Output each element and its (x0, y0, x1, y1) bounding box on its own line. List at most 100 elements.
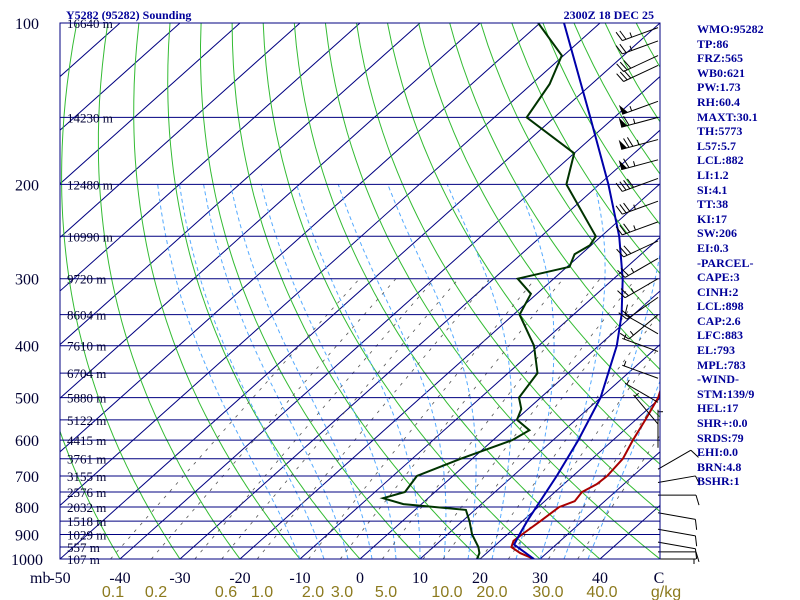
index-item: EL:793 (697, 343, 736, 358)
wind-barb-feather (624, 304, 628, 315)
wind-barb-staff (622, 100, 659, 115)
wind-barb-feather (615, 182, 623, 192)
wind-barb-staff (624, 258, 659, 278)
height-label: 6704 m (67, 366, 106, 381)
wind-barb-feather (620, 288, 629, 297)
index-item: -PARCEL- (697, 255, 754, 270)
wind-barb-feather (619, 61, 628, 71)
height-label: 12480 m (67, 177, 113, 192)
wind-barb-feather (623, 116, 630, 126)
index-item: SI:4.1 (697, 182, 728, 197)
index-item: PW:1.73 (697, 80, 741, 95)
temperature-tick-label: -40 (109, 570, 130, 587)
wind-barb-feather (695, 494, 700, 506)
height-label: 3761 m (67, 452, 106, 467)
wind-barb-half-feather (626, 379, 630, 385)
wind-barb-half-feather (630, 267, 635, 273)
wind-barb-feather (616, 248, 624, 258)
index-item: SHR+:0.0 (697, 416, 748, 431)
mixing-ratio-label: 0.1 (102, 584, 124, 600)
wind-barb-half-feather (629, 32, 633, 38)
wind-barb-feather (617, 290, 626, 299)
index-item: STM:139/9 (697, 386, 755, 401)
wind-barb-staff (622, 200, 659, 215)
mixing-ratio-line (442, 278, 654, 559)
wind-barb-staff (626, 296, 659, 320)
wind-barb (657, 541, 698, 560)
moist-adiabat (230, 184, 373, 559)
dry-adiabat (356, 23, 660, 513)
temperature-tick-label: -30 (169, 570, 190, 587)
isotherm-line (479, 397, 660, 559)
wind-barb-staff (623, 55, 659, 73)
wind-barb-feather (623, 180, 631, 190)
wind-barb-feather (619, 332, 630, 340)
isotherm-line (60, 23, 181, 131)
mixing-ratio-label: 10.0 (431, 584, 462, 600)
index-item: WB0:621 (697, 65, 745, 80)
index-item: LFC:883 (697, 328, 743, 343)
wind-barb (615, 200, 659, 215)
wind-barb (616, 64, 659, 82)
mixing-ratio-line (194, 278, 436, 559)
wind-barb (615, 221, 659, 236)
temperature-tick-label: -20 (229, 570, 250, 587)
index-item: MPL:783 (697, 357, 746, 372)
wind-barb-staff (622, 27, 659, 42)
wind-barb-half-feather (636, 139, 640, 145)
isotherm-line (359, 290, 660, 559)
height-label: 2576 m (67, 485, 106, 500)
height-label: 7610 m (67, 339, 106, 354)
wind-barb (658, 551, 700, 563)
moist-adiabat (179, 184, 325, 559)
wind-barb-feather (616, 73, 624, 82)
wind-barb-feather (620, 267, 629, 276)
pressure-tick-label: 600 (15, 433, 39, 450)
height-label: 5880 m (67, 391, 106, 406)
pressure-tick-label: 300 (15, 272, 39, 289)
wind-barb (619, 314, 659, 340)
wind-barb-feather (615, 205, 623, 215)
isotherm-line (119, 75, 660, 559)
isotherm-line (60, 23, 660, 559)
isotherm-line (419, 343, 660, 559)
wind-barb-feather (623, 138, 630, 148)
wind-barb-staff (621, 139, 659, 150)
wind-barb-feather (615, 226, 623, 236)
index-item: LCL:882 (697, 153, 744, 168)
wind-barb-staff (622, 221, 659, 236)
wind-barb (618, 100, 659, 115)
wind-barb-staff (633, 394, 659, 425)
wind-barb-feather (695, 551, 700, 563)
temperature-profile (510, 388, 660, 559)
wind-barb-feather (615, 31, 623, 41)
isotherm-line (60, 23, 601, 507)
temperature-tick-label: 40 (592, 570, 608, 587)
mixing-ratio-label: 40.0 (586, 584, 617, 600)
plot-frame (59, 22, 661, 560)
dry-adiabat (167, 23, 361, 559)
wind-barb (624, 304, 659, 335)
index-item: SRDS:79 (697, 430, 744, 445)
mixing-ratio-label: 1.0 (251, 584, 273, 600)
mixing-ratio-line (110, 278, 360, 559)
wind-barb-feather (694, 519, 698, 530)
isotherm-line (60, 23, 301, 239)
wind-barb-half-feather (633, 161, 636, 167)
isotherm-line (239, 183, 660, 559)
dry-adiabat (133, 23, 301, 559)
pressure-tick-label: 200 (15, 177, 39, 194)
moist-adiabat (539, 184, 606, 559)
wind-barb-feather (626, 178, 634, 188)
valid-time: 2300Z 18 DEC 25 (564, 8, 654, 22)
wind-barb-flag (618, 139, 628, 150)
wind-barb-feather (623, 223, 631, 233)
index-item: SW:206 (697, 226, 738, 241)
wind-barb-staff (657, 512, 696, 520)
isotherm-line (60, 23, 421, 346)
wind-barb (616, 55, 659, 73)
wind-barb-half-feather (623, 361, 627, 367)
wind-barb (657, 449, 699, 470)
temperature-unit-label: C (654, 570, 665, 587)
height-label: 557 m (67, 540, 100, 555)
